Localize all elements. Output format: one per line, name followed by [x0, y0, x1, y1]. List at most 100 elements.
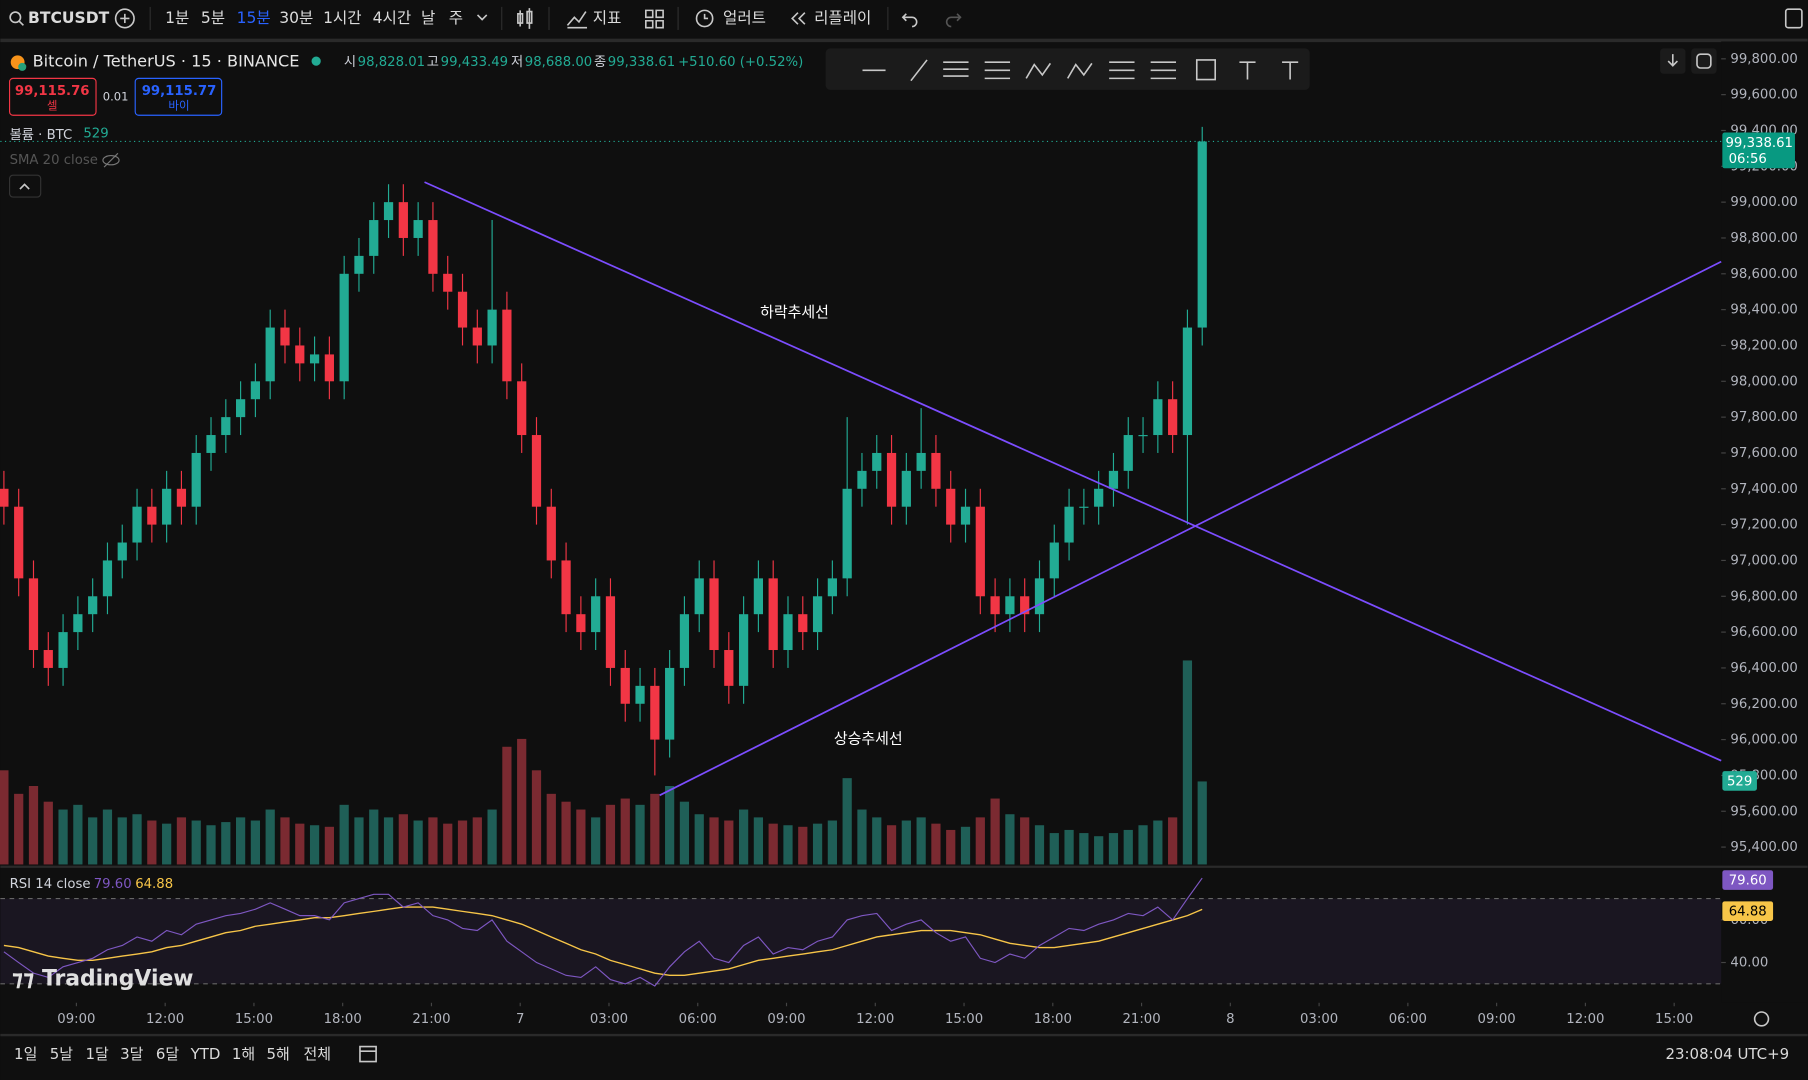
- downtrend-line[interactable]: [424, 181, 1722, 762]
- volume-bar: [221, 822, 231, 865]
- ohlc-value: 98,828.01: [358, 55, 425, 70]
- volume-bar: [1197, 781, 1207, 865]
- volume-bar: [946, 829, 956, 865]
- candle-body: [324, 354, 334, 382]
- candle-body: [102, 560, 113, 597]
- candle-body: [43, 650, 53, 668]
- alert-button[interactable]: 얼러트: [723, 9, 766, 27]
- y-tick-label: 98,600.00: [1730, 267, 1797, 282]
- range-button[interactable]: 5해: [266, 1045, 289, 1063]
- x-tick-label: 21:00: [1122, 1012, 1160, 1027]
- volume-bar: [265, 809, 275, 865]
- volume-bar: [591, 817, 601, 865]
- volume-bar: [295, 823, 305, 865]
- candle-body: [487, 309, 497, 346]
- candle-body: [191, 452, 201, 507]
- volume-bar: [768, 823, 778, 865]
- y-tick-label: 98,400.00: [1730, 303, 1797, 318]
- volume-bar: [812, 823, 823, 865]
- x-tick-label: 8: [1226, 1012, 1234, 1027]
- uptrend-line[interactable]: [659, 260, 1722, 797]
- rsi-ma-line: [3, 906, 1203, 977]
- ohlc-label: 시: [344, 55, 356, 70]
- ohlc-value: 99,338.61: [608, 55, 675, 70]
- candle-body: [842, 488, 852, 579]
- candle-body: [1197, 141, 1207, 328]
- interval[interactable]: 30분: [279, 9, 313, 27]
- change: +510.60 (+0.52%): [678, 55, 803, 70]
- volume-bar: [872, 817, 882, 865]
- volume-bar: [783, 825, 793, 865]
- x-tick-label: 7: [516, 1012, 524, 1027]
- x-tick-label: 03:00: [590, 1012, 628, 1027]
- x-tick-label: 18:00: [324, 1012, 362, 1027]
- rsi-tag-value: 79.60: [1729, 874, 1767, 889]
- volume-bar: [1049, 833, 1059, 865]
- settings[interactable]: [1753, 1011, 1770, 1027]
- y-tick-label: 97,000.00: [1730, 553, 1797, 568]
- trendline-label: 상승추세선: [834, 729, 903, 747]
- volume-bar: [58, 809, 68, 865]
- volume-bar: [280, 817, 290, 865]
- interval[interactable]: 1시간: [323, 9, 362, 27]
- price-axis: [1721, 41, 1808, 1003]
- range-button[interactable]: 1달: [86, 1045, 110, 1063]
- candle-body: [354, 255, 364, 274]
- volume-bar: [605, 804, 616, 865]
- interval[interactable]: 4시간: [373, 9, 412, 27]
- candle-body: [724, 650, 734, 686]
- range-button[interactable]: 3달: [120, 1045, 144, 1063]
- interval-active[interactable]: 15분: [237, 9, 271, 27]
- sell-price: 99,115.76: [15, 84, 90, 99]
- interval[interactable]: 1분: [165, 9, 189, 27]
- range-button[interactable]: 1해: [232, 1045, 255, 1063]
- x-tick-label: 15:00: [235, 1012, 273, 1027]
- volume-bar: [665, 785, 675, 865]
- range-button[interactable]: YTD: [190, 1045, 221, 1063]
- candle-body: [1020, 596, 1030, 615]
- indicators-button[interactable]: 지표: [593, 9, 622, 27]
- rsi-legend: RSI 14 close: [10, 877, 91, 892]
- last-price: 99,338.61: [1726, 136, 1793, 151]
- volume-bar: [250, 820, 261, 865]
- volume-bar: [1034, 825, 1045, 865]
- range-button[interactable]: 5날: [50, 1045, 74, 1063]
- y-tick-label: 95,400.00: [1730, 840, 1797, 855]
- buy-button[interactable]: [134, 77, 223, 116]
- candle-body: [517, 381, 527, 436]
- x-tick-label: 15:00: [1655, 1012, 1693, 1027]
- interval[interactable]: 날: [421, 9, 435, 27]
- volume-bar: [1182, 660, 1193, 865]
- sma-legend: SMA 20 close: [10, 153, 98, 168]
- candle-body: [753, 578, 764, 615]
- candle-body: [1108, 470, 1119, 489]
- range-button[interactable]: 1일: [14, 1045, 37, 1063]
- range-button[interactable]: 전체: [304, 1045, 332, 1063]
- candle-body: [383, 202, 394, 221]
- volume-bar: [117, 817, 127, 865]
- candle-body: [176, 488, 187, 507]
- volume-bar: [369, 809, 379, 865]
- candle-body: [73, 614, 83, 633]
- volume-bar: [487, 809, 497, 865]
- interval[interactable]: 주: [449, 9, 463, 27]
- sell-button[interactable]: [8, 77, 97, 116]
- rsi-ma-tag: [1722, 901, 1774, 921]
- collapse-button[interactable]: [8, 174, 42, 198]
- candle-body: [502, 309, 512, 382]
- symbol-title: Bitcoin / TetherUS · 15 · BINANCE: [33, 52, 300, 71]
- ohlc-label: 종: [594, 55, 606, 70]
- symbol[interactable]: BTCUSDT: [28, 9, 110, 27]
- range-button[interactable]: 6달: [156, 1045, 180, 1063]
- candle-body: [665, 667, 675, 740]
- ohlc-value: 98,688.00: [525, 55, 592, 70]
- interval[interactable]: 5분: [201, 9, 225, 27]
- volume-bar: [398, 814, 408, 865]
- goto-date[interactable]: [359, 1045, 377, 1063]
- replay-button[interactable]: 리플레이: [814, 9, 871, 27]
- rsi-tag: [1722, 870, 1774, 890]
- y-tick-label: 99,800.00: [1730, 52, 1797, 67]
- volume-bar: [531, 770, 542, 865]
